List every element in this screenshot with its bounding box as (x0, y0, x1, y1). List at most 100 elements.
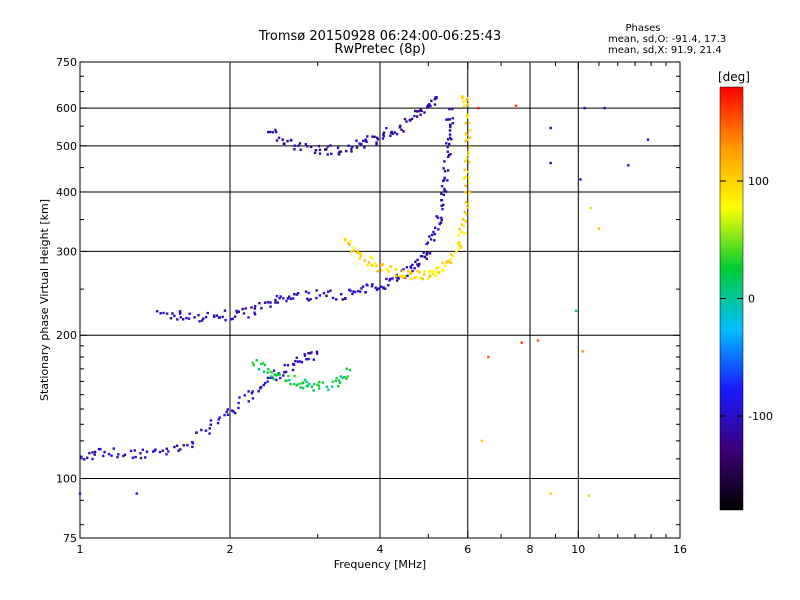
trace-point (218, 316, 221, 319)
trace-point (373, 135, 376, 139)
trace-point (401, 270, 404, 273)
trace-point (376, 138, 380, 141)
trace-point (358, 142, 361, 145)
trace-point (165, 453, 168, 456)
trace-point (455, 250, 458, 253)
trace-point (433, 103, 437, 106)
trace-point (464, 122, 467, 125)
trace-point (337, 385, 340, 388)
trace-point (307, 352, 310, 355)
trace-point (428, 275, 431, 278)
y-tick-label: 100 (56, 473, 77, 486)
trace-point (304, 143, 308, 146)
trace-point (415, 110, 419, 113)
trace-point (275, 139, 279, 142)
trace-point (437, 265, 440, 269)
x-tick-label: 6 (464, 543, 471, 556)
trace-point (229, 318, 233, 321)
trace-point (467, 176, 471, 179)
trace-point (448, 107, 451, 111)
trace-point (384, 287, 387, 290)
y-tick-label: 500 (56, 140, 77, 153)
trace-point (350, 250, 353, 253)
trace-point (442, 268, 445, 271)
trace-point (266, 371, 269, 374)
trace-point (448, 118, 452, 121)
trace-point (165, 447, 169, 450)
trace-point (288, 379, 291, 382)
trace-point (343, 376, 346, 379)
trace-point (466, 206, 469, 209)
trace-point (341, 376, 344, 379)
trace-point (446, 138, 450, 141)
trace-point (403, 274, 406, 277)
trace-point (271, 376, 274, 379)
trace-point (451, 254, 455, 258)
x-axis-label: Frequency [MHz] (334, 558, 426, 571)
trace-point (437, 271, 440, 275)
trace-point (442, 203, 445, 207)
trace-point (356, 251, 359, 254)
trace-point (257, 390, 260, 393)
trace-point (425, 257, 428, 260)
trace-point (371, 256, 374, 260)
trace-point (408, 272, 412, 276)
trace-point (305, 380, 308, 384)
x-tick-label: 4 (377, 543, 384, 556)
trace-point (446, 179, 449, 182)
trace-point (162, 311, 165, 315)
phases-x-stats: mean, sd,X: 91.9, 21.4 (608, 45, 722, 56)
isolated-point (477, 106, 480, 110)
trace-point (441, 207, 444, 211)
trace-point (466, 102, 470, 106)
trace-point (430, 233, 434, 237)
trace-point (305, 358, 308, 361)
trace-point (351, 292, 354, 296)
trace-point (241, 307, 244, 311)
trace-point (390, 131, 393, 135)
trace-point (347, 144, 350, 147)
trace-point (167, 450, 170, 453)
trace-point (283, 363, 286, 367)
trace-point (462, 224, 466, 228)
trace-point (208, 427, 211, 430)
trace-point (375, 264, 378, 268)
trace-point (435, 96, 438, 99)
trace-point (323, 148, 327, 151)
trace-point (329, 289, 332, 292)
trace-point (379, 264, 383, 267)
trace-point (291, 368, 295, 372)
trace-point (465, 98, 468, 102)
trace-point (238, 396, 241, 399)
trace-point (352, 249, 356, 252)
trace-point (242, 312, 246, 315)
trace-point (349, 240, 352, 243)
trace-point (352, 246, 355, 249)
trace-point (93, 453, 96, 456)
trace-point (468, 145, 472, 149)
trace-point (153, 449, 156, 453)
isolated-point (627, 164, 630, 167)
trace-point (110, 454, 113, 457)
trace-point (395, 274, 398, 278)
trace-point (186, 443, 189, 447)
trace-point (217, 418, 221, 421)
trace-point (299, 148, 302, 151)
trace-point (415, 275, 419, 279)
trace-point (155, 310, 159, 313)
trace-point (386, 267, 389, 271)
trace-point (303, 354, 307, 357)
trace-point (299, 386, 302, 389)
trace-point (159, 311, 162, 315)
y-tick-label: 300 (56, 245, 77, 258)
chart-subtitle: RwPretec (8p) (334, 42, 425, 57)
trace-point (440, 192, 443, 195)
trace-point (262, 383, 265, 387)
trace-point (303, 353, 307, 356)
isolated-point (520, 341, 523, 344)
trace-point (426, 277, 430, 281)
trace-point (399, 124, 402, 127)
trace-point (261, 361, 265, 365)
trace-point (345, 149, 348, 153)
trace-point (178, 312, 182, 315)
